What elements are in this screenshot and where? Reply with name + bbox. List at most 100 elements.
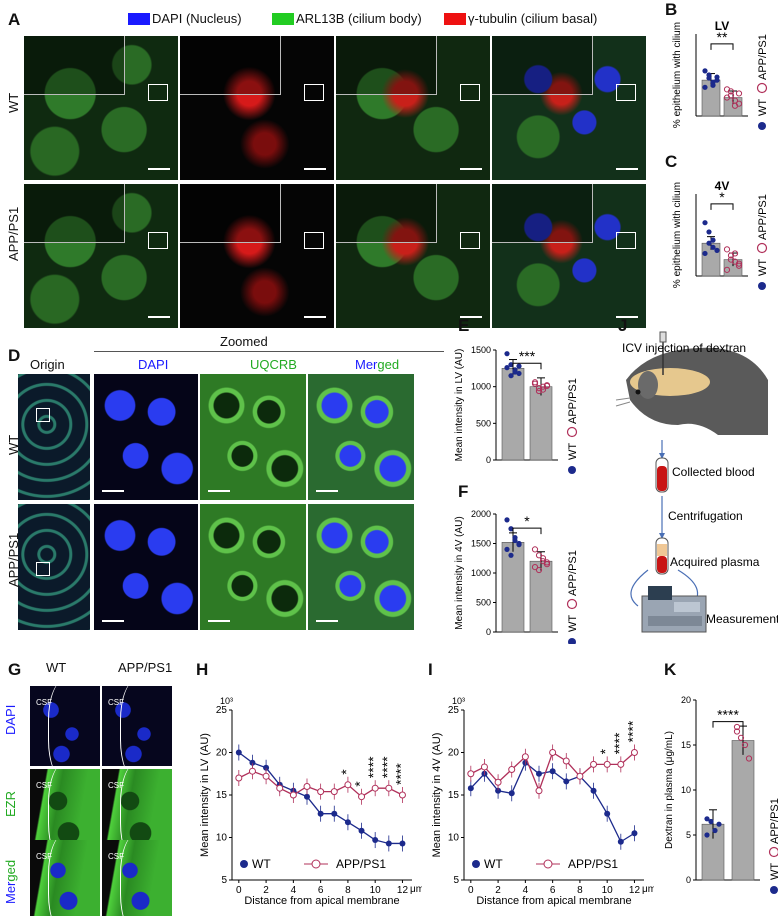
y-tick-label: 20: [681, 695, 691, 705]
data-point-app: [741, 741, 749, 749]
significance-stars: ****: [717, 707, 739, 723]
data-point-wt: [516, 363, 522, 369]
data-point-app: [576, 772, 584, 780]
legend: WT APP/PS1: [756, 194, 769, 290]
panel-label-c: C: [665, 152, 678, 171]
step-centrifugation-label: Centrifugation: [668, 509, 743, 523]
scale-bar: [460, 316, 482, 318]
y-axis-label: Dextran in plasma (μg/mL): [664, 731, 675, 849]
membrane-outline: [48, 686, 89, 766]
panel-label-i: I: [428, 660, 433, 679]
y-tick-label: 1000: [471, 568, 491, 578]
significance-label: ****: [379, 756, 395, 778]
y-axis-label: Mean intensity in LV (AU): [199, 733, 211, 857]
x-tick-label: 2: [495, 885, 501, 896]
data-point-wt: [516, 542, 522, 548]
chart-e-intensity-lv: 0 500 1000 1500 *** WT APP/PS1 Mean intensity i…: [454, 345, 579, 474]
legend-app-marker: [311, 859, 321, 869]
x-tick-label: 0: [468, 885, 474, 896]
data-point-wt: [304, 793, 310, 800]
legend: WT APP/PS1: [768, 798, 778, 894]
csf-label: CSF: [108, 698, 124, 707]
roi-box: [36, 562, 50, 576]
y-tick-label: 25: [216, 705, 228, 716]
bar-APP/PS1: [731, 740, 755, 881]
scale-bar: [616, 316, 638, 318]
bar-WT: [501, 368, 525, 461]
data-point-wt: [706, 72, 712, 78]
data-point-app: [535, 552, 543, 559]
data-point-wt: [702, 250, 708, 257]
data-point-app: [590, 760, 598, 768]
x-tick-label: 2: [263, 885, 269, 896]
data-point-app: [543, 559, 551, 566]
panel-d-image-r1-c2: [94, 374, 198, 500]
membrane-outline: [48, 840, 89, 916]
y-multiplier-label: 10³: [452, 696, 465, 706]
data-point-wt: [590, 787, 597, 794]
panel-d-image-r1-c3: [200, 374, 306, 500]
data-point-app: [531, 546, 539, 553]
data-point-wt: [512, 367, 518, 373]
legend-arl13b-swatch: [272, 13, 294, 25]
significance-stars: *: [352, 781, 368, 787]
x-tick-label: 10: [602, 885, 614, 896]
x-axis-label: Distance from apical membrane: [476, 895, 631, 907]
y-tick-label: 10: [681, 785, 691, 795]
data-point-wt: [508, 526, 514, 532]
data-point-wt: [549, 768, 556, 775]
x-tick-label: 4: [523, 885, 529, 896]
panel-label-k: K: [664, 660, 677, 679]
panel-d-col-dapi: DAPI: [138, 357, 169, 372]
legend-arl13b-label: ARL13B (cilium body): [296, 11, 422, 26]
y-axis-label: % epithelium with cilium: [672, 22, 683, 128]
data-point-app: [521, 753, 529, 761]
roi-box: [616, 84, 636, 101]
data-point-app: [467, 770, 475, 778]
data-point-app: [535, 566, 543, 574]
panel-d-col-origin: Origin: [30, 357, 65, 372]
y-axis-label: % epithelium with cilium: [672, 182, 683, 288]
roi-box: [304, 232, 324, 249]
data-point-app: [289, 791, 297, 799]
scale-bar: [208, 620, 230, 622]
x-tick-label: 12: [629, 885, 641, 896]
membrane-outline: [120, 686, 161, 766]
chart-b-cilium-lv: ** WT APP/PS1 % epithelium with cilium LV: [672, 19, 769, 130]
step-plasma-label: Acquired plasma: [670, 555, 760, 569]
zoom-inset: [180, 184, 281, 243]
data-point-app: [539, 383, 547, 390]
significance-bracket: [710, 43, 734, 50]
panel-g-image-r2-c2: CSF: [102, 769, 172, 849]
data-point-wt: [710, 244, 716, 250]
data-point-wt: [512, 537, 518, 544]
y-tick-label: 10: [216, 833, 228, 844]
data-point-wt: [317, 810, 324, 817]
step-blood-label: Collected blood: [672, 465, 755, 479]
x-tick-label: 6: [550, 885, 556, 896]
data-point-wt: [704, 832, 710, 838]
data-point-app: [262, 772, 270, 780]
significance-label: *: [597, 748, 613, 754]
step-measurement-label: Measurement: [706, 612, 778, 626]
significance-bracket: [712, 721, 744, 728]
zoom-inset: [492, 184, 593, 243]
data-point-wt: [563, 778, 570, 785]
zoom-inset: [492, 36, 593, 95]
data-point-app: [603, 760, 611, 768]
data-point-app: [539, 555, 547, 562]
data-point-app: [562, 757, 570, 765]
chart-c-cilium-4v: * WT APP/PS1 % epithelium with cilium 4V: [672, 179, 769, 290]
panel-a-row-label-wt: WT: [6, 92, 21, 113]
panel-label-g: G: [8, 660, 22, 679]
significance-label: ****: [365, 756, 381, 778]
data-point-wt: [516, 370, 522, 377]
data-point-wt: [702, 84, 708, 90]
panel-g-image-r1-c2: CSF: [102, 686, 172, 766]
data-point-wt: [710, 237, 716, 243]
panel-d-image-r2-c2: [94, 504, 198, 630]
x-tick-label: 0: [236, 885, 242, 896]
significance-bracket: [512, 362, 542, 370]
data-point-app: [531, 379, 539, 386]
legend-gtubulin-label: γ-tubulin (cilium basal): [468, 11, 598, 26]
